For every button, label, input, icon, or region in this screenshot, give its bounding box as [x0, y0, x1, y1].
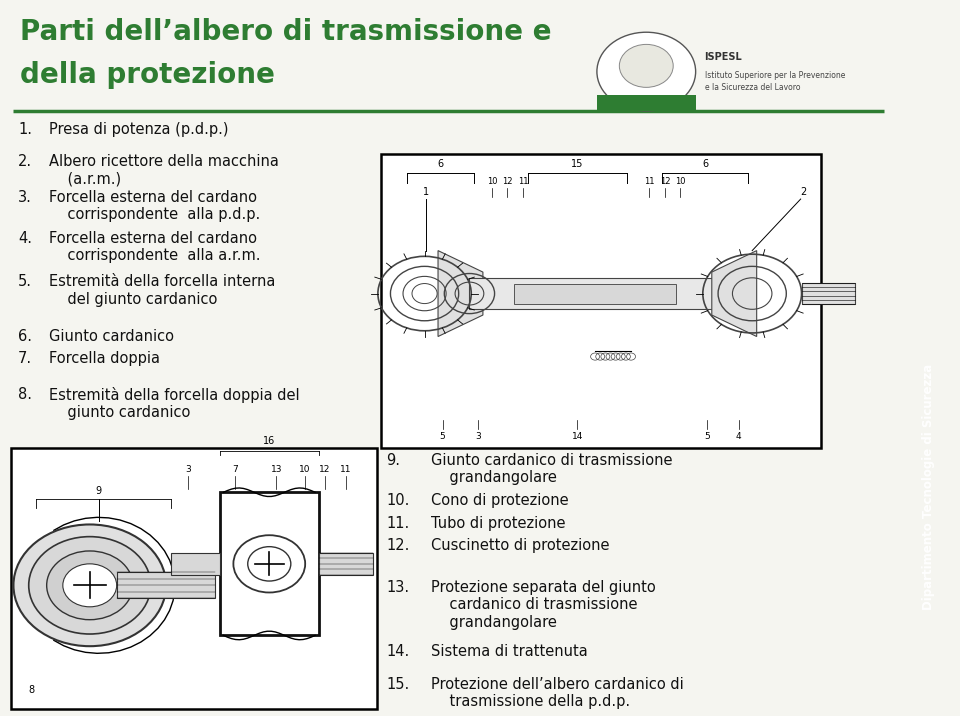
Text: 10: 10 [487, 177, 497, 186]
Text: 9: 9 [96, 486, 102, 495]
Bar [319, 553, 372, 574]
Text: 15.: 15. [386, 677, 409, 692]
Text: 10: 10 [675, 177, 685, 186]
Text: Dipartimento Tecnologie di Sicurezza: Dipartimento Tecnologie di Sicurezza [923, 364, 935, 610]
Bar [515, 284, 676, 304]
Polygon shape [711, 251, 756, 337]
Circle shape [47, 551, 132, 620]
Text: 4.: 4. [18, 231, 32, 246]
Text: 9.: 9. [386, 453, 400, 468]
Text: 11: 11 [518, 177, 529, 186]
Circle shape [619, 44, 673, 87]
Text: 5.: 5. [18, 274, 32, 289]
Text: Protezione dell’albero cardanico di
    trasmissione della p.d.p.: Protezione dell’albero cardanico di tras… [431, 677, 684, 709]
Text: 10: 10 [300, 465, 311, 474]
Text: Forcella esterna del cardano
    corrispondente  alla a.r.m.: Forcella esterna del cardano corrisponde… [49, 231, 261, 263]
Bar [802, 283, 855, 304]
Text: 12: 12 [660, 177, 670, 186]
Text: della protezione: della protezione [20, 61, 275, 89]
Text: 3.: 3. [18, 190, 32, 205]
Text: 7.: 7. [18, 351, 32, 366]
Bar [171, 553, 220, 574]
Text: 8.: 8. [18, 387, 32, 402]
Circle shape [62, 564, 117, 607]
Text: 5: 5 [705, 432, 710, 442]
Text: Giunto cardanico di trasmissione
    grandangolare: Giunto cardanico di trasmissione grandan… [431, 453, 672, 485]
Text: 11: 11 [644, 177, 654, 186]
Text: 1.: 1. [18, 122, 32, 137]
Text: 7: 7 [232, 465, 238, 474]
Text: 2.: 2. [18, 154, 32, 169]
Text: Cono di protezione: Cono di protezione [431, 493, 568, 508]
Text: 12.: 12. [386, 538, 409, 553]
Bar [381, 154, 822, 448]
Text: Presa di potenza (p.d.p.): Presa di potenza (p.d.p.) [49, 122, 228, 137]
Circle shape [29, 537, 151, 634]
Text: Istituto Superiore per la Prevenzione: Istituto Superiore per la Prevenzione [705, 71, 845, 79]
Text: Forcella esterna del cardano
    corrispondente  alla p.d.p.: Forcella esterna del cardano corrisponde… [49, 190, 260, 222]
Text: 3: 3 [185, 465, 191, 474]
Text: ISPESL: ISPESL [705, 52, 742, 62]
Text: 13.: 13. [386, 580, 409, 595]
Text: Protezione separata del giunto
    cardanico di trasmissione
    grandangolare: Protezione separata del giunto cardanico… [431, 580, 656, 630]
Text: 6: 6 [702, 159, 708, 169]
Bar [220, 493, 319, 636]
Text: 12: 12 [502, 177, 513, 186]
Text: 13: 13 [271, 465, 282, 474]
Bar [469, 278, 721, 309]
Bar [117, 573, 215, 599]
Text: Tubo di protezione: Tubo di protezione [431, 516, 565, 531]
Text: 10.: 10. [386, 493, 409, 508]
Text: 15: 15 [571, 159, 584, 169]
Circle shape [597, 32, 696, 111]
Text: Cuscinetto di protezione: Cuscinetto di protezione [431, 538, 610, 553]
Text: Estremità della forcella interna
    del giunto cardanico: Estremità della forcella interna del giu… [49, 274, 276, 306]
Bar [597, 95, 696, 111]
Text: 6: 6 [437, 159, 444, 169]
Text: 12: 12 [320, 465, 330, 474]
Text: 4: 4 [736, 432, 741, 442]
Polygon shape [438, 251, 483, 337]
Text: Albero ricettore della macchina
    (a.r.m.): Albero ricettore della macchina (a.r.m.) [49, 154, 279, 186]
Text: 1: 1 [423, 187, 429, 197]
Bar [11, 448, 377, 709]
Text: 2: 2 [801, 187, 806, 197]
Text: 5: 5 [440, 432, 445, 442]
Text: Sistema di trattenuta: Sistema di trattenuta [431, 644, 588, 659]
Text: 6.: 6. [18, 329, 32, 344]
Circle shape [13, 524, 166, 647]
Text: Forcella doppia: Forcella doppia [49, 351, 160, 366]
Text: Giunto cardanico: Giunto cardanico [49, 329, 175, 344]
Text: Estremità della forcella doppia del
    giunto cardanico: Estremità della forcella doppia del giun… [49, 387, 300, 420]
Text: e la Sicurezza del Lavoro: e la Sicurezza del Lavoro [705, 83, 800, 92]
Text: Parti dell’albero di trasmissione e: Parti dell’albero di trasmissione e [20, 18, 551, 46]
Text: 8: 8 [29, 684, 35, 695]
Text: 11: 11 [340, 465, 351, 474]
Text: 14: 14 [571, 432, 583, 442]
Text: 3: 3 [475, 432, 481, 442]
Text: 14.: 14. [386, 644, 409, 659]
Text: 11.: 11. [386, 516, 409, 531]
Text: 16: 16 [263, 436, 276, 445]
